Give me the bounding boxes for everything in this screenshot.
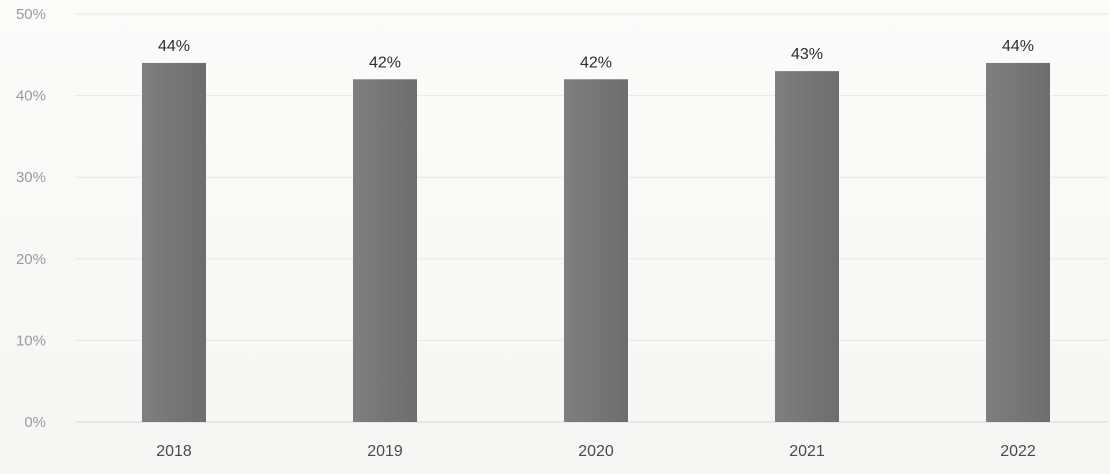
y-tick-label: 50%: [16, 6, 46, 23]
x-tick-label-2019: 2019: [367, 443, 403, 460]
x-tick-label-2022: 2022: [1000, 443, 1036, 460]
data-label-2022: 44%: [1002, 38, 1034, 55]
bar-2022: [986, 62, 1050, 423]
x-tick-label-2021: 2021: [789, 443, 825, 460]
bar-2018: [142, 62, 206, 423]
bars: [142, 62, 1050, 423]
data-label-2018: 44%: [158, 38, 190, 55]
y-tick-label: 10%: [16, 332, 46, 349]
y-tick-label: 20%: [16, 251, 46, 268]
bar-2019: [353, 79, 417, 422]
bar-2021: [775, 71, 839, 423]
bar-2020: [564, 79, 628, 422]
data-label-2021: 43%: [791, 46, 823, 63]
data-label-2020: 42%: [580, 54, 612, 71]
y-tick-label: 30%: [16, 169, 46, 186]
y-tick-label: 40%: [16, 88, 46, 105]
data-label-2019: 42%: [369, 54, 401, 71]
labels: 0% 10% 20% 30% 40% 50% 44% 2018 42% 2019 42% 2020 43…: [16, 6, 1036, 460]
y-tick-label: 0%: [24, 414, 46, 431]
x-tick-label-2018: 2018: [156, 443, 192, 460]
x-tick-label-2020: 2020: [578, 443, 614, 460]
